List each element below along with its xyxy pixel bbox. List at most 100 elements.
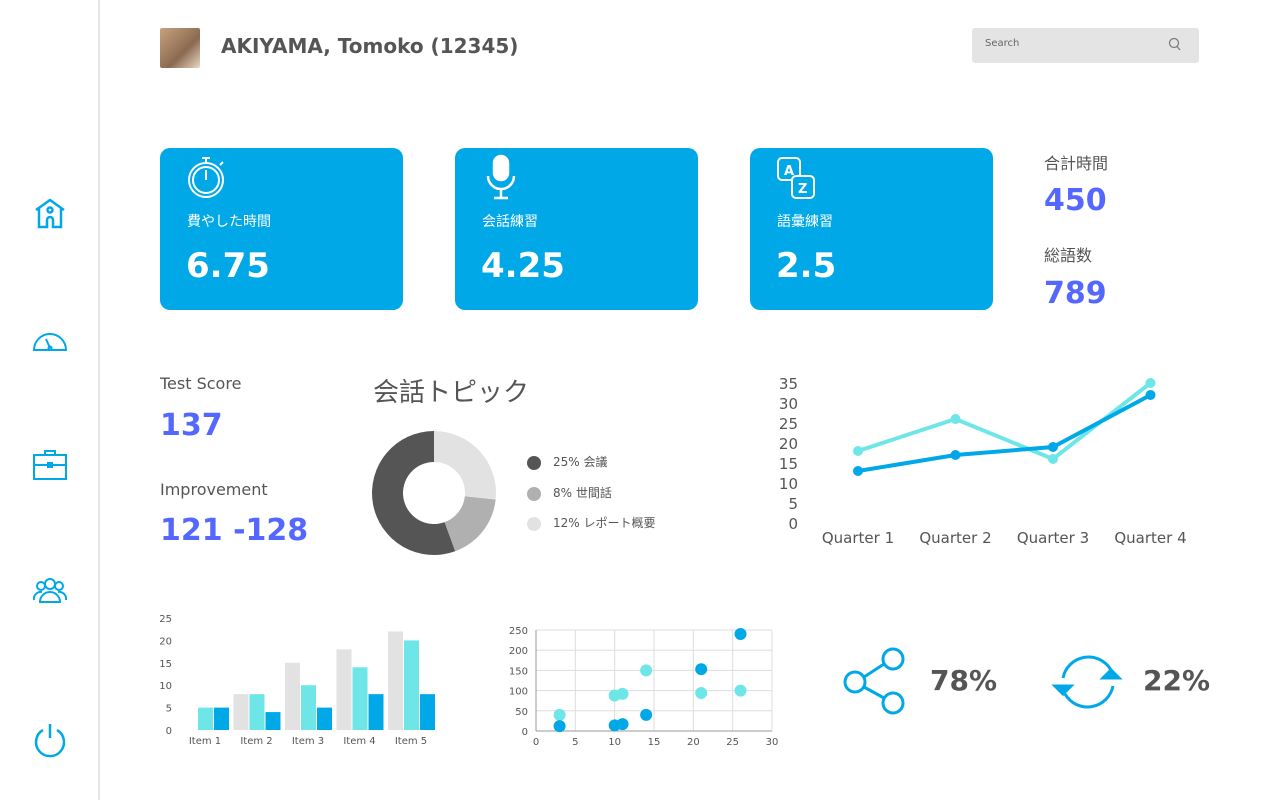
card-value: 6.75 [186, 246, 270, 286]
data-point [1048, 442, 1058, 452]
bar [388, 631, 403, 730]
sync-percent: 22% [1143, 664, 1211, 697]
legend-swatch [527, 455, 541, 470]
data-point [553, 708, 566, 721]
gauge-icon[interactable] [32, 322, 68, 358]
sync-icon[interactable] [1045, 648, 1131, 716]
y-tick-label: 10 [159, 681, 172, 692]
total-words-label: 総語数 [1044, 246, 1093, 265]
bar [214, 707, 229, 730]
translate-az-icon: AZ [777, 157, 815, 199]
avatar [160, 28, 200, 68]
scatter-chart: 0 5 10 15 20 25 30 0 50 100 150 200 250 [509, 626, 778, 748]
x-tick-label: Item 2 [240, 736, 272, 747]
series-line [857, 393, 1152, 473]
data-point [1145, 390, 1156, 400]
bar [404, 640, 419, 730]
user-name: AKIYAMA, Tomoko (12345) [221, 34, 519, 58]
share-icon[interactable] [843, 647, 907, 715]
y-tick-label: 0 [788, 515, 798, 533]
x-tick-label: Item 5 [395, 736, 427, 747]
data-point [853, 446, 863, 456]
legend-swatch [527, 516, 541, 531]
x-tick-label: Item 1 [189, 736, 221, 747]
data-point [950, 450, 961, 460]
card-value: 2.5 [776, 246, 837, 286]
data-point [1048, 454, 1058, 464]
x-tick-label: 15 [648, 737, 661, 748]
data-point [553, 720, 566, 733]
total-time-value: 450 [1044, 183, 1107, 218]
bar [317, 707, 332, 730]
donut-slice [371, 431, 456, 555]
card-label: 語彙練習 [777, 214, 833, 230]
y-tick-label: 20 [159, 636, 172, 647]
search-input[interactable]: Search [972, 28, 1199, 63]
y-tick-label: 0 [166, 726, 172, 737]
y-tick-label: 15 [159, 659, 172, 670]
x-tick-label: 0 [533, 737, 539, 748]
users-icon[interactable] [32, 572, 68, 608]
donut-slice [434, 431, 496, 500]
y-tick-label: 10 [779, 475, 798, 493]
card-label: 費やした時間 [187, 214, 271, 230]
y-tick-label: 200 [509, 646, 528, 657]
y-tick-label: 250 [509, 626, 528, 637]
x-tick-label: Quarter 1 [822, 529, 894, 547]
svg-text:A: A [784, 164, 794, 179]
bar [368, 694, 384, 730]
card-label: 会話練習 [482, 214, 538, 230]
y-tick-label: 50 [515, 707, 528, 718]
svg-text:Z: Z [798, 182, 807, 197]
x-tick-label: Quarter 3 [1017, 529, 1089, 547]
search-placeholder: Search [985, 38, 1020, 49]
data-point [640, 664, 653, 677]
x-tick-label: Quarter 2 [919, 529, 991, 547]
donut-slice [444, 496, 496, 552]
bar [336, 649, 352, 730]
time-spent-card: 費やした時間 6.75 [160, 148, 403, 310]
line-chart: 0 5 10 15 20 25 30 35 Quarter 1 Quarter 2 Quarter … [779, 375, 1187, 547]
total-words-value: 789 [1044, 276, 1107, 311]
data-point [1145, 378, 1156, 388]
data-point [950, 414, 961, 424]
test-score-label: Test Score [160, 374, 242, 393]
y-tick-label: 30 [779, 395, 798, 413]
share-percent: 78% [930, 664, 998, 697]
data-point [734, 684, 747, 697]
data-point [695, 687, 708, 700]
bar [249, 694, 265, 730]
microphone-icon [486, 154, 516, 200]
donut-title: 会話トピック [373, 378, 530, 408]
legend-label: 25% 会議 [553, 455, 608, 469]
sidebar [0, 0, 100, 800]
briefcase-icon[interactable] [32, 447, 68, 483]
home-icon[interactable] [32, 196, 68, 232]
y-tick-label: 35 [779, 375, 798, 393]
improvement-label: Improvement [160, 480, 268, 499]
data-point [640, 708, 653, 721]
x-tick-label: Quarter 4 [1114, 529, 1186, 547]
y-tick-label: 5 [788, 495, 798, 513]
legend-label: 12% レポート概要 [553, 516, 656, 530]
x-tick-label: Item 4 [343, 736, 375, 747]
y-tick-label: 15 [779, 455, 798, 473]
data-point [695, 663, 708, 676]
search-icon[interactable] [1167, 37, 1183, 53]
test-score-value: 137 [160, 408, 223, 443]
donut-chart [371, 431, 496, 555]
y-tick-label: 25 [159, 614, 172, 625]
bar [352, 667, 368, 730]
data-point [853, 466, 863, 476]
y-tick-label: 150 [509, 666, 528, 677]
conversation-practice-card: 会話練習 4.25 [455, 148, 698, 310]
power-icon[interactable] [32, 722, 68, 758]
bar [285, 662, 300, 730]
legend-label: 8% 世間話 [553, 486, 612, 500]
bar [265, 712, 281, 730]
x-tick-label: Item 3 [292, 736, 324, 747]
improvement-value: 121 -128 [160, 513, 309, 548]
y-tick-label: 25 [779, 415, 798, 433]
x-tick-label: 5 [572, 737, 578, 748]
y-tick-label: 20 [779, 435, 798, 453]
